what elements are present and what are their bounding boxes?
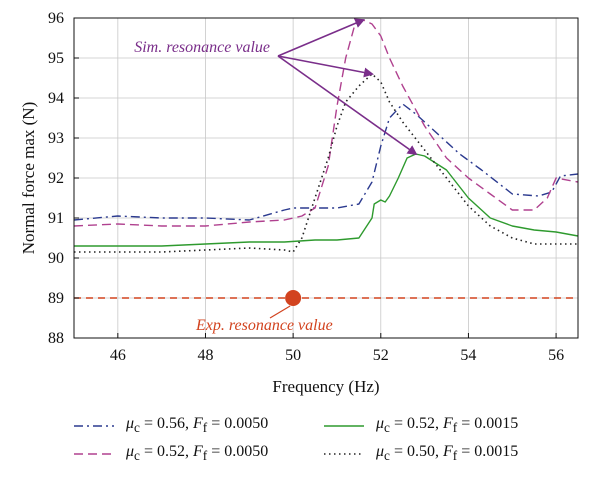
- exp-resonance-leader: [269, 305, 291, 319]
- y-tick-label: 88: [48, 330, 64, 347]
- legend-label: μc = 0.56, Ff = 0.0050: [126, 415, 269, 436]
- y-tick-label: 96: [48, 10, 64, 27]
- y-tick-label: 90: [48, 250, 64, 267]
- series-line-3: [74, 153, 579, 247]
- legend-item-mu052-ff0015: μc = 0.52, Ff = 0.0015: [324, 414, 518, 438]
- series-line-4: [74, 73, 578, 253]
- legend: μc = 0.56, Ff = 0.0050 μc = 0.52, Ff = 0…: [0, 412, 600, 482]
- legend-item-mu052-ff0050: μc = 0.52, Ff = 0.0050: [74, 442, 268, 466]
- x-tick-label: 48: [197, 347, 213, 364]
- y-tick-label: 94: [48, 90, 64, 107]
- y-axis-label: Normal force max (N): [19, 102, 38, 254]
- x-tick-label: 46: [110, 347, 126, 364]
- legend-swatch: [324, 425, 364, 427]
- legend-label: μc = 0.52, Ff = 0.0050: [126, 443, 269, 464]
- x-tick-label: 56: [548, 347, 564, 364]
- x-axis-label: Frequency (Hz): [272, 377, 379, 396]
- y-tick-label: 91: [48, 210, 64, 227]
- x-tick-label: 52: [373, 347, 389, 364]
- y-tick-label: 95: [48, 50, 64, 67]
- sim-resonance-arrow-3: [277, 55, 418, 156]
- sim-resonance-arrow-2: [277, 55, 374, 78]
- legend-item-mu056-ff0050: μc = 0.56, Ff = 0.0050: [74, 414, 268, 438]
- annotation-layer: Sim. resonance value Exp. resonance value: [134, 18, 418, 334]
- legend-label: μc = 0.52, Ff = 0.0015: [376, 415, 519, 436]
- chart-plot: Sim. resonance value Exp. resonance value…: [19, 10, 579, 396]
- series-line-1: [73, 103, 579, 221]
- legend-swatch: [324, 453, 364, 455]
- sim-resonance-arrow-1: [277, 18, 366, 57]
- legend-label: μc = 0.50, Ff = 0.0015: [376, 443, 519, 464]
- exp-resonance-marker: [285, 290, 302, 306]
- y-tick-label: 89: [48, 290, 64, 307]
- legend-swatch: [74, 453, 114, 455]
- axes: 46 48 50 52 54 56 88 89 90 91 92 93 94 95 96: [48, 10, 579, 364]
- exp-resonance-label: Exp. resonance value: [195, 317, 333, 334]
- y-tick-label: 92: [48, 170, 64, 187]
- legend-item-mu050-ff0015: μc = 0.50, Ff = 0.0015: [324, 442, 518, 466]
- x-tick-label: 54: [460, 347, 476, 364]
- y-tick-label: 93: [48, 130, 64, 147]
- legend-swatch: [74, 425, 114, 427]
- sim-resonance-label: Sim. resonance value: [134, 39, 270, 56]
- x-tick-label: 50: [285, 347, 301, 364]
